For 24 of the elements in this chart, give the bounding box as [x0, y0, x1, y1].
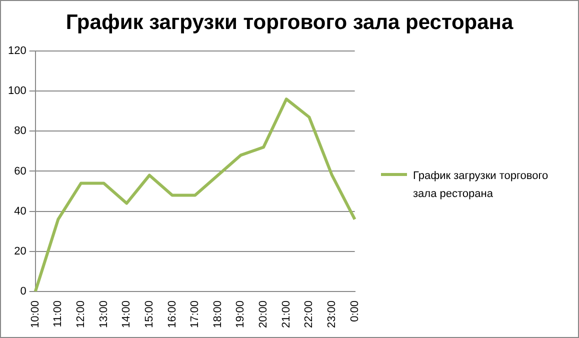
x-tick-label: 13:00 [98, 300, 110, 328]
x-tick-label: 20:00 [258, 300, 270, 328]
chart-title: График загрузки торгового зала ресторана [64, 11, 514, 35]
x-tick-label: 0:00 [348, 300, 361, 322]
y-tick-label: 0 [20, 286, 26, 298]
x-tick-label: 17:00 [189, 300, 202, 328]
x-tick-label: 19:00 [234, 300, 247, 328]
x-tick-label: 12:00 [75, 300, 88, 328]
x-tick-label: 11:00 [52, 300, 64, 328]
x-tick-label: 22:00 [303, 300, 316, 328]
x-tick-label: 21:00 [280, 300, 292, 328]
y-tick-label: 80 [14, 125, 26, 138]
y-tick-label: 100 [8, 85, 26, 98]
x-tick-label: 16:00 [166, 300, 178, 328]
y-tick-label: 60 [14, 165, 26, 178]
x-tick-label: 18:00 [212, 300, 224, 328]
y-tick-label: 120 [8, 45, 26, 58]
x-tick-label: 23:00 [326, 300, 338, 328]
x-tick-label: 15:00 [143, 300, 156, 328]
y-tick-label: 40 [14, 205, 26, 218]
x-tick-label: 14:00 [120, 300, 133, 328]
legend-label: График загрузки торгового зала ресторана [413, 169, 550, 202]
y-tick-label: 20 [14, 245, 26, 258]
x-tick-label: 10:00 [29, 300, 42, 328]
